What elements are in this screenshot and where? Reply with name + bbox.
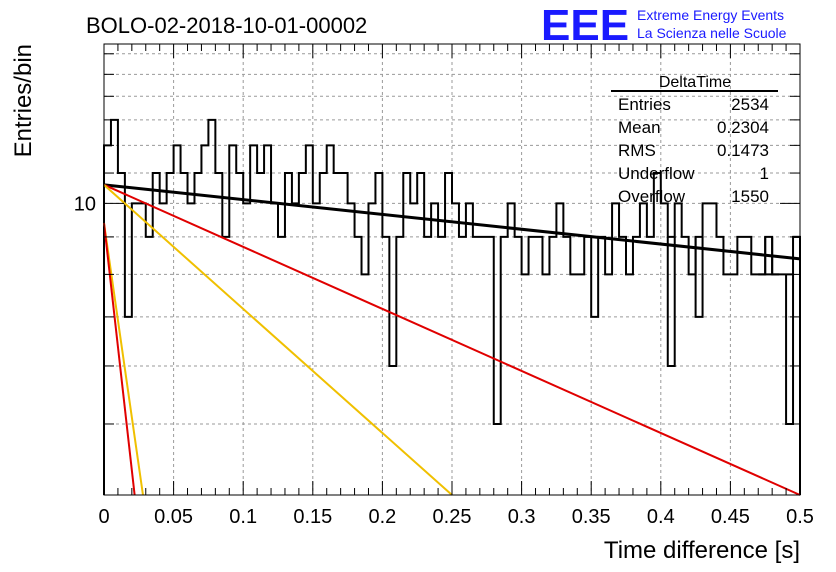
logo-line-1: Extreme Energy Events	[637, 7, 784, 23]
stats-label-rms: RMS	[618, 141, 656, 160]
x-tick-label: 0.4	[647, 506, 675, 528]
x-axis-label: Time difference [s]	[604, 537, 800, 564]
x-tick-label: 0.45	[711, 506, 750, 528]
fit-line-1	[103, 183, 801, 261]
stats-value-entries: 2534	[731, 95, 769, 114]
stats-label-underflow: Underflow	[618, 164, 695, 183]
stats-label-mean: Mean	[618, 118, 661, 137]
fit-line-3	[103, 184, 453, 496]
logo-line-2: La Scienza nelle Scuole	[637, 25, 787, 41]
x-tick-label: 0.2	[368, 506, 396, 528]
eee-logo: EEE Extreme Energy Events La Scienza nel…	[541, 1, 787, 50]
x-tick-label: 0.3	[508, 506, 536, 528]
stats-value-underflow: 1	[760, 164, 769, 183]
x-tick-label: 0.5	[786, 506, 814, 528]
run-title: BOLO-02-2018-10-01-00002	[86, 13, 367, 38]
x-tick-label: 0.1	[229, 506, 257, 528]
plot-area: 0 0.05 0.1 0.15 0.2 0.25 0.3 0.35 0.4 0.45 0.5 10	[74, 43, 814, 528]
x-tick-label: 0.05	[154, 506, 193, 528]
x-tick-label: 0.35	[572, 506, 611, 528]
stats-box: DeltaTime Entries 2534 Mean 0.2304 RMS 0…	[611, 74, 778, 206]
stats-value-rms: 0.1473	[717, 141, 769, 160]
x-tick-label: 0.15	[293, 506, 332, 528]
stats-title: DeltaTime	[659, 74, 731, 91]
histogram-bin	[785, 274, 795, 425]
fit-line-2	[103, 183, 801, 496]
stats-label-entries: Entries	[618, 95, 671, 114]
histogram-bin	[666, 236, 676, 367]
axis-ticks: 0 0.05 0.1 0.15 0.2 0.25 0.3 0.35 0.4 0.45 0.5 10	[74, 44, 814, 528]
fit-line-5	[103, 222, 136, 496]
x-tick-label: 0.25	[433, 506, 472, 528]
logo-text: EEE	[541, 1, 629, 50]
stats-label-overflow: Overflow	[618, 187, 686, 206]
fit-line-4	[103, 222, 144, 496]
x-tick-label: 0	[98, 506, 109, 528]
y-axis-label: Entries/bin	[10, 44, 37, 157]
stats-value-overflow: 1550	[731, 187, 769, 206]
fit-lines	[103, 183, 801, 496]
histogram	[103, 118, 801, 495]
stats-value-mean: 0.2304	[717, 118, 769, 137]
histogram-bin	[694, 236, 704, 318]
y-tick-label: 10	[74, 193, 96, 215]
